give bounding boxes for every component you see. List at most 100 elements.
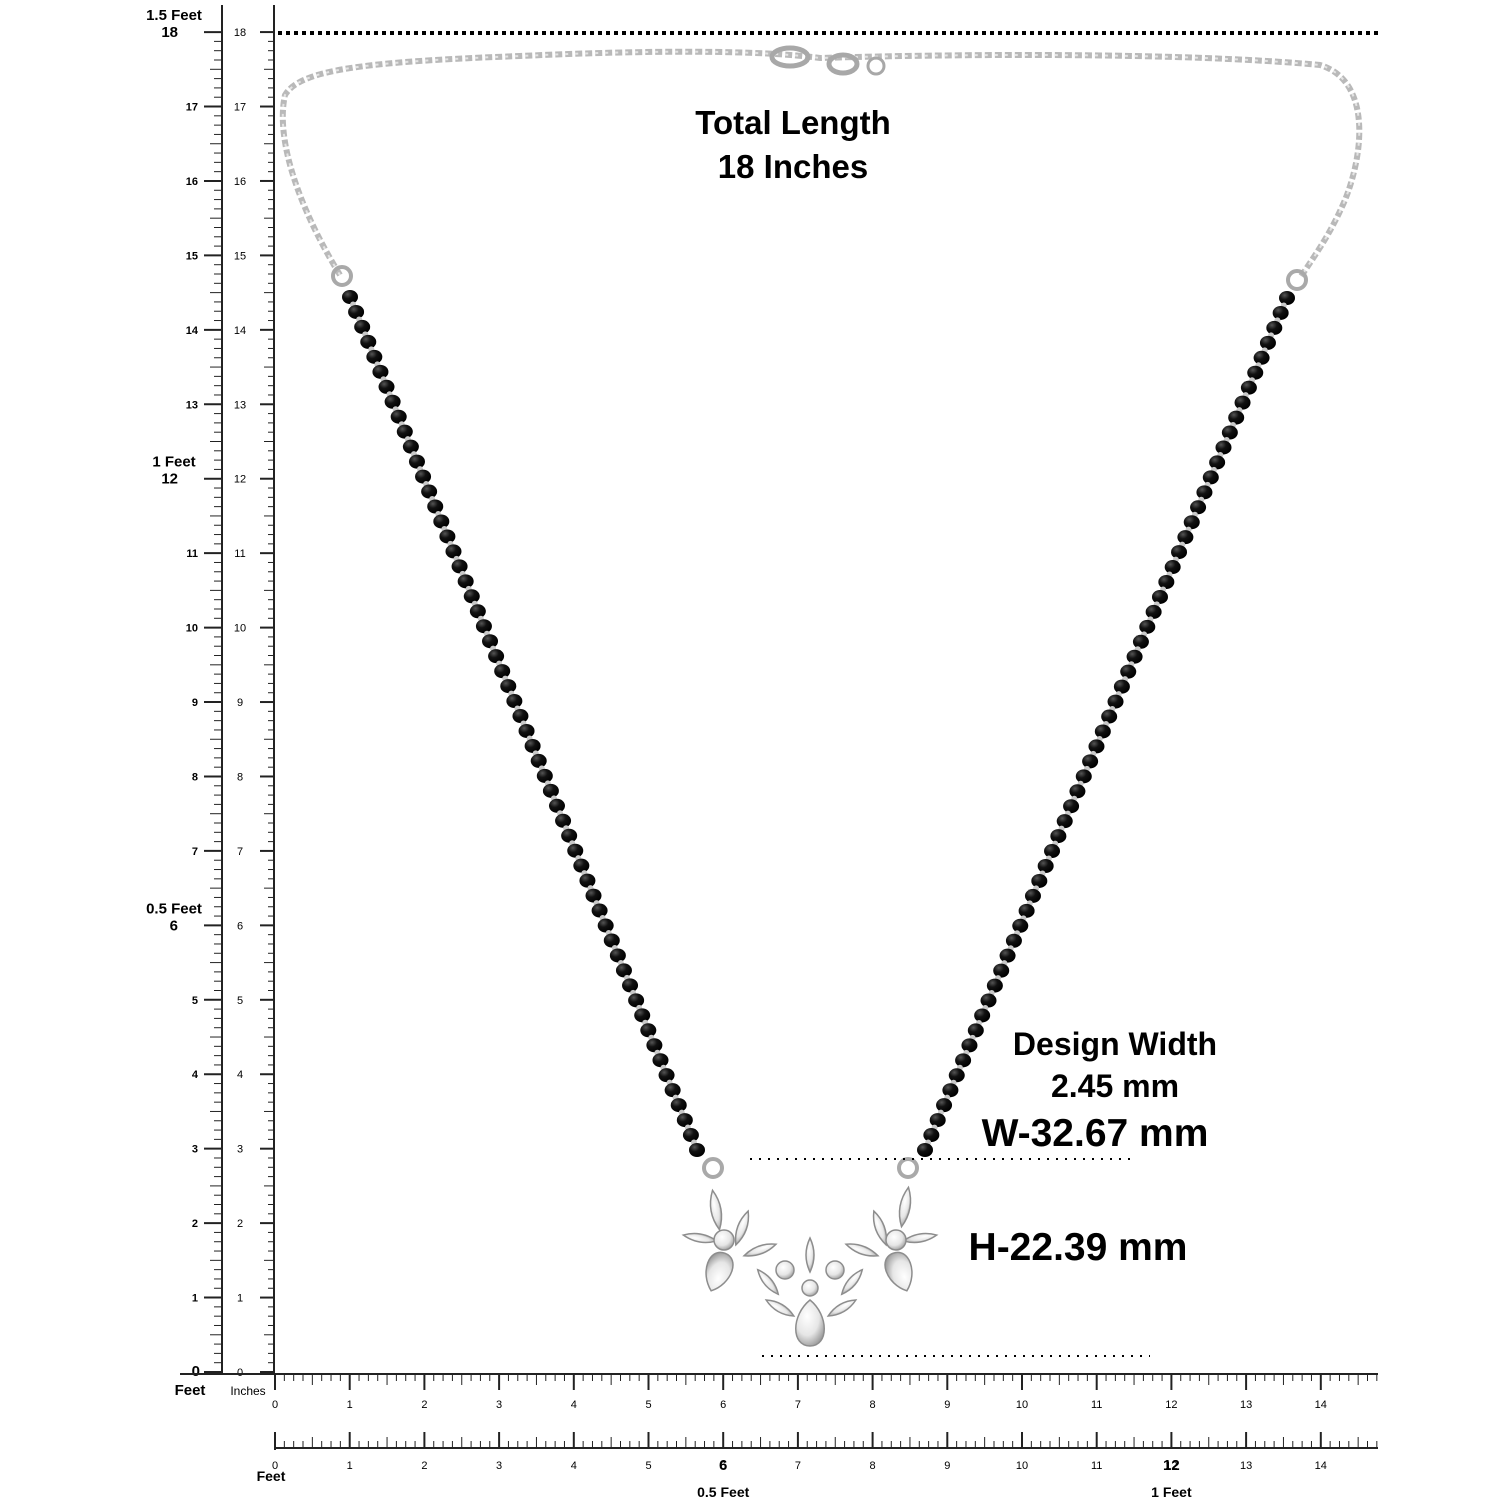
pear-stone <box>705 1251 734 1292</box>
pendant-ring <box>897 1157 919 1179</box>
black-bead <box>561 828 578 843</box>
black-bead <box>348 304 365 319</box>
ruler-inch-label: 9 <box>944 1399 950 1411</box>
design-width-value: 2.45 mm <box>1051 1068 1179 1104</box>
black-bead <box>457 574 474 589</box>
ruler-inch-label: 13 <box>1240 1460 1252 1472</box>
ruler-inch-label: 11 <box>1091 1399 1102 1411</box>
black-bead <box>555 813 572 828</box>
black-bead <box>1101 709 1118 724</box>
bottom-inch-ruler: 0 1 2 3 4 5 6 7 8 9 10 11 12 13 14 <box>272 1373 1378 1411</box>
black-bead <box>408 454 425 469</box>
black-bead <box>433 514 450 529</box>
black-bead <box>390 409 407 424</box>
ruler-inch-label: 2 <box>421 1460 427 1472</box>
black-bead <box>469 604 486 619</box>
black-bead <box>676 1113 693 1128</box>
ruler-inch-label: 7 <box>795 1460 801 1472</box>
black-bead-strands <box>342 290 1295 1157</box>
black-bead <box>427 499 444 514</box>
black-bead <box>1145 604 1162 619</box>
black-bead <box>548 798 565 813</box>
marquise-stone <box>681 1232 719 1244</box>
ruler-inch-label: 2 <box>192 1218 198 1230</box>
ruler-inch-label: 14 <box>234 325 246 337</box>
black-bead <box>573 858 590 873</box>
black-bead <box>378 379 395 394</box>
ruler-inch-label: 12 <box>1165 1399 1177 1411</box>
ruler-inch-label: 3 <box>237 1144 243 1156</box>
black-bead <box>682 1128 699 1143</box>
black-bead <box>1005 933 1022 948</box>
marquise-stone <box>872 1209 888 1247</box>
black-bead <box>530 753 547 768</box>
ruler-feet-label: 1 Feet <box>1151 1484 1192 1500</box>
ruler-feet-number: 6 <box>719 1457 727 1474</box>
black-bead <box>1126 649 1143 664</box>
black-bead <box>342 290 358 304</box>
ruler-inch-label: 0 <box>272 1399 278 1411</box>
black-bead <box>1190 500 1207 515</box>
ruler-feet-number: 0 <box>192 1363 200 1380</box>
black-bead <box>482 634 499 649</box>
black-bead <box>396 424 413 439</box>
ruler-inch-label: 4 <box>571 1460 577 1472</box>
black-bead <box>360 334 377 349</box>
chain-highlight <box>281 50 1361 279</box>
black-bead <box>463 589 480 604</box>
black-bead <box>1037 859 1054 873</box>
ruler-feet-label: 1 Feet <box>152 454 195 471</box>
black-bead <box>475 619 492 634</box>
ruler-inch-label: 8 <box>192 771 198 783</box>
black-bead <box>1031 873 1048 888</box>
black-bead <box>585 888 602 903</box>
black-bead <box>986 978 1003 993</box>
black-bead <box>536 768 553 783</box>
round-stone <box>775 1260 795 1280</box>
ruler-inch-label: 7 <box>237 846 243 858</box>
black-bead <box>1234 395 1251 410</box>
black-bead <box>929 1113 946 1128</box>
black-bead <box>597 918 614 933</box>
black-bead <box>1240 380 1257 395</box>
black-bead <box>1082 754 1099 769</box>
black-bead <box>500 679 517 694</box>
clasp-icon <box>769 45 886 76</box>
black-bead <box>1253 350 1270 365</box>
ruler-inch-label: 8 <box>870 1460 876 1472</box>
marquise-stone <box>840 1268 864 1296</box>
black-bead <box>1113 679 1130 694</box>
black-bead <box>967 1023 984 1038</box>
black-bead <box>1228 410 1245 425</box>
black-bead <box>384 394 401 409</box>
black-bead <box>670 1098 687 1113</box>
black-bead <box>1183 515 1200 530</box>
necklace-chain <box>279 48 1363 291</box>
black-bead <box>993 963 1010 978</box>
black-bead <box>646 1038 663 1053</box>
black-bead <box>366 349 383 364</box>
black-bead <box>1012 918 1029 933</box>
ruler-feet-number: 18 <box>161 24 178 41</box>
ruler-inch-label: 9 <box>944 1460 950 1472</box>
black-bead <box>1063 799 1080 814</box>
ruler-inch-label: 10 <box>1016 1399 1028 1411</box>
black-bead <box>955 1053 972 1068</box>
black-bead <box>1215 440 1232 455</box>
ruler-inch-label: 3 <box>192 1144 198 1156</box>
ruler-units-label: Inches <box>230 1384 265 1398</box>
black-bead <box>1279 291 1295 305</box>
black-bead <box>1056 814 1073 829</box>
black-bead <box>494 664 511 679</box>
pendant-icon <box>681 1157 939 1347</box>
ruler-inch-label: 1 <box>347 1399 353 1411</box>
ruler-inch-label: 5 <box>192 995 198 1007</box>
round-stone <box>801 1279 819 1297</box>
black-bead <box>1272 305 1289 320</box>
ruler-feet-label: 0.5 Feet <box>697 1484 749 1500</box>
ruler-inch-label: 17 <box>186 102 198 114</box>
black-bead <box>421 484 438 499</box>
ruler-feet-number: 6 <box>170 917 178 934</box>
